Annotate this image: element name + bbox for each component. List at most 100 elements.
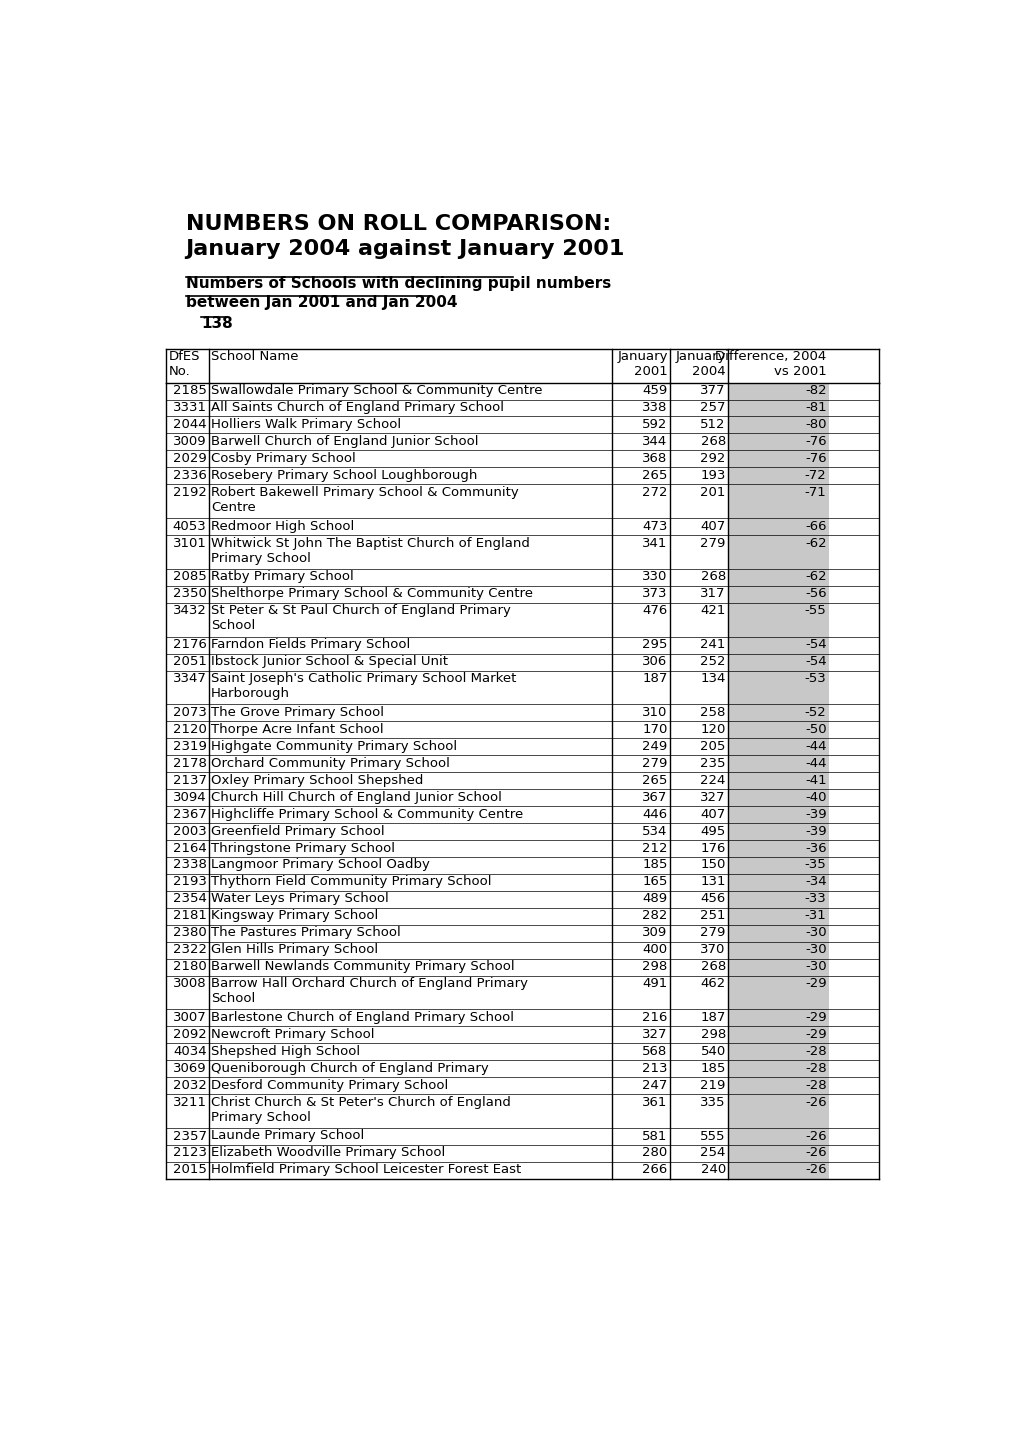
Text: 2367: 2367 (172, 808, 206, 821)
Text: 292: 292 (700, 452, 726, 465)
Text: 187: 187 (642, 672, 667, 685)
Text: 555: 555 (700, 1130, 726, 1143)
Bar (166, 823, 728, 840)
Bar (728, 1076, 828, 1094)
Text: 489: 489 (642, 892, 667, 905)
Text: Highgate Community Primary School: Highgate Community Primary School (211, 740, 457, 753)
Text: January 2004 against January 2001: January 2004 against January 2001 (185, 238, 625, 258)
Bar (728, 603, 828, 636)
Text: -36: -36 (804, 841, 825, 854)
Text: 249: 249 (642, 740, 667, 753)
Text: 310: 310 (642, 706, 667, 719)
Bar (166, 535, 728, 569)
Text: Christ Church & St Peter's Church of England
Primary School: Christ Church & St Peter's Church of Eng… (211, 1095, 511, 1124)
Text: 2180: 2180 (172, 960, 206, 973)
Text: 235: 235 (700, 756, 726, 769)
Text: 581: 581 (642, 1130, 667, 1143)
Bar (728, 433, 828, 450)
Bar (166, 1043, 728, 1061)
Text: 241: 241 (700, 638, 726, 651)
Bar (728, 569, 828, 586)
Text: 138: 138 (201, 316, 232, 330)
Text: 2085: 2085 (172, 570, 206, 583)
Text: -54: -54 (804, 638, 825, 651)
Bar (166, 857, 728, 874)
Text: 213: 213 (642, 1062, 667, 1075)
Bar (166, 722, 728, 739)
Text: -56: -56 (804, 587, 825, 600)
Bar (166, 1094, 728, 1128)
Text: Difference, 2004
vs 2001: Difference, 2004 vs 2001 (714, 351, 825, 378)
Text: 3211: 3211 (172, 1095, 206, 1108)
Text: Saint Joseph's Catholic Primary School Market
Harborough: Saint Joseph's Catholic Primary School M… (211, 672, 516, 700)
Bar (166, 890, 728, 908)
Text: 131: 131 (700, 876, 726, 889)
Text: 476: 476 (642, 605, 667, 618)
Bar (728, 755, 828, 772)
Text: 4034: 4034 (173, 1045, 206, 1058)
Text: 534: 534 (642, 824, 667, 837)
Text: 3331: 3331 (172, 401, 206, 414)
Text: Whitwick St John The Baptist Church of England
Primary School: Whitwick St John The Baptist Church of E… (211, 537, 530, 564)
Text: Shelthorpe Primary School & Community Centre: Shelthorpe Primary School & Community Ce… (211, 587, 533, 600)
Text: 3007: 3007 (172, 1012, 206, 1025)
Text: Ibstock Junior School & Special Unit: Ibstock Junior School & Special Unit (211, 655, 447, 668)
Text: 473: 473 (642, 519, 667, 532)
Bar (166, 772, 728, 789)
Text: 2092: 2092 (172, 1027, 206, 1040)
Text: 330: 330 (642, 570, 667, 583)
Text: 592: 592 (642, 418, 667, 431)
Text: 2044: 2044 (173, 418, 206, 431)
Text: 2051: 2051 (172, 655, 206, 668)
Text: 216: 216 (642, 1012, 667, 1025)
Text: -29: -29 (804, 1012, 825, 1025)
Bar (728, 1144, 828, 1162)
Text: 265: 265 (642, 469, 667, 482)
Text: Newcroft Primary School: Newcroft Primary School (211, 1027, 374, 1040)
Bar (166, 485, 728, 518)
Bar (728, 1043, 828, 1061)
Bar (728, 417, 828, 433)
Text: 2354: 2354 (172, 892, 206, 905)
Text: 2176: 2176 (172, 638, 206, 651)
Bar (728, 1128, 828, 1144)
Bar (166, 569, 728, 586)
Text: 219: 219 (700, 1079, 726, 1092)
Text: 2032: 2032 (172, 1079, 206, 1092)
Text: 279: 279 (700, 926, 726, 939)
Text: 2192: 2192 (172, 486, 206, 499)
Text: 3094: 3094 (173, 791, 206, 804)
Text: 568: 568 (642, 1045, 667, 1058)
Bar (728, 636, 828, 654)
Text: 459: 459 (642, 384, 667, 397)
Text: 335: 335 (700, 1095, 726, 1108)
Bar (166, 518, 728, 535)
Text: 2137: 2137 (172, 773, 206, 786)
Text: 2015: 2015 (172, 1163, 206, 1176)
Bar (166, 874, 728, 890)
Bar (728, 400, 828, 417)
Text: January
2004: January 2004 (675, 351, 726, 378)
Bar (166, 417, 728, 433)
Text: 2178: 2178 (172, 756, 206, 769)
Bar (166, 1010, 728, 1026)
Bar (728, 975, 828, 1010)
Text: St Peter & St Paul Church of England Primary
School: St Peter & St Paul Church of England Pri… (211, 605, 511, 632)
Text: -26: -26 (804, 1146, 825, 1159)
Text: 3009: 3009 (173, 434, 206, 447)
Bar (728, 654, 828, 671)
Text: 400: 400 (642, 944, 667, 957)
Bar (728, 704, 828, 722)
Text: 120: 120 (700, 723, 726, 736)
Text: -26: -26 (804, 1095, 825, 1108)
Bar (166, 603, 728, 636)
Bar (166, 958, 728, 975)
Text: DfES
No.: DfES No. (168, 351, 200, 378)
Text: 456: 456 (700, 892, 726, 905)
Text: -28: -28 (804, 1062, 825, 1075)
Text: -30: -30 (804, 960, 825, 973)
Bar (728, 789, 828, 807)
Text: -76: -76 (804, 452, 825, 465)
Text: -28: -28 (804, 1079, 825, 1092)
Bar (166, 586, 728, 603)
